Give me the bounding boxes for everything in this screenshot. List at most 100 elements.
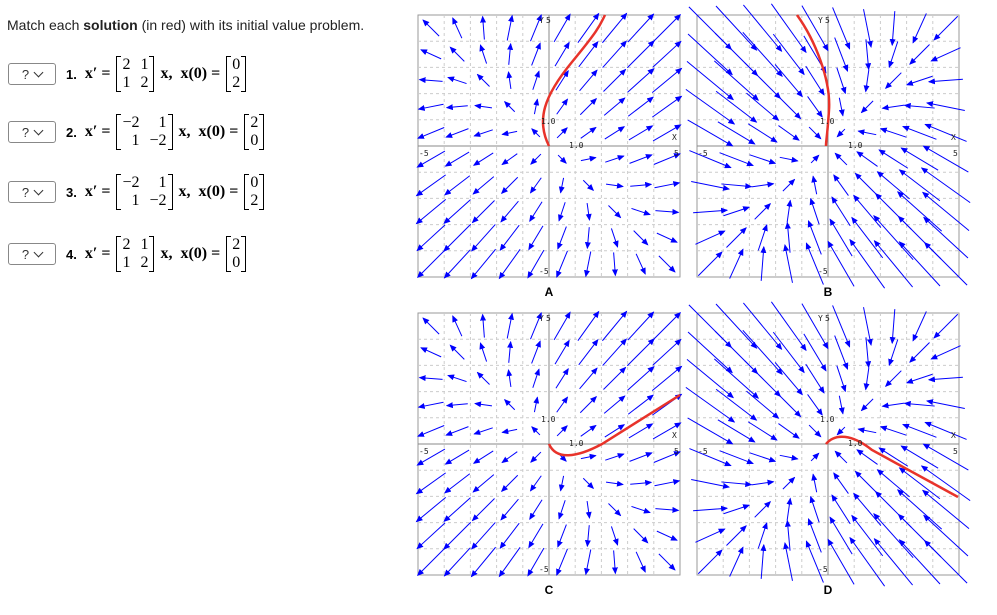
field-arrow — [608, 503, 622, 517]
field-arrow — [933, 313, 959, 339]
field-arrow — [685, 88, 736, 125]
vector-entry: 0 — [232, 56, 241, 73]
axis-label: 1.0 — [569, 141, 584, 150]
field-arrow — [807, 96, 823, 118]
solution-curve — [547, 393, 681, 457]
field-arrow — [579, 395, 598, 414]
field-arrow — [687, 33, 733, 76]
field-arrow — [556, 396, 569, 413]
field-arrow — [655, 506, 680, 513]
field-arrow — [629, 154, 653, 164]
field-arrow — [498, 547, 521, 578]
select-value: ? — [21, 66, 30, 82]
field-arrow — [585, 500, 592, 519]
field-arrow — [801, 5, 829, 52]
field-arrow — [924, 123, 967, 142]
field-arrow — [834, 335, 849, 370]
answer-select[interactable]: ? — [8, 243, 56, 265]
field-arrow — [857, 129, 877, 136]
field-arrow — [476, 73, 490, 87]
field-arrow — [686, 61, 734, 101]
field-arrow — [533, 98, 540, 115]
field-arrow — [500, 498, 519, 521]
field-arrow — [476, 371, 490, 385]
field-arrow — [693, 505, 729, 512]
field-arrow — [805, 363, 825, 394]
field-arrow — [470, 224, 496, 252]
field-arrow — [878, 149, 909, 169]
field-arrow — [416, 548, 445, 577]
field-arrow — [470, 522, 496, 550]
axis-label: Y — [818, 314, 823, 323]
field-arrow — [553, 311, 571, 341]
field-arrow — [805, 65, 825, 96]
field-arrow — [556, 127, 568, 139]
field-arrow — [851, 514, 884, 557]
vector-entry: 0 — [250, 174, 259, 191]
axis-label: 5 — [546, 16, 551, 25]
field-arrow — [633, 230, 649, 246]
field-arrow — [827, 538, 855, 585]
matrix-entry: 1 — [140, 236, 149, 253]
matrix-entry: 1 — [122, 74, 131, 91]
field-arrow — [473, 129, 493, 137]
field-arrow — [849, 536, 886, 587]
field-arrow — [717, 121, 756, 145]
field-arrow — [531, 42, 541, 66]
answer-select[interactable]: ? — [8, 181, 56, 203]
field-arrow — [506, 369, 513, 388]
field-arrow — [836, 67, 847, 95]
matrix-entry: 1 — [158, 174, 167, 191]
axis-label: -5 — [698, 447, 708, 456]
field-arrow — [605, 480, 624, 487]
field-arrow — [831, 196, 851, 227]
field-arrow — [630, 479, 653, 486]
axis-label: 1.0 — [541, 117, 556, 126]
problem-row: ? 3. x′ = −2 1 1 −2 x, x(0) = 0 2 — [8, 174, 270, 210]
field-arrow — [903, 400, 935, 407]
field-arrow — [782, 178, 796, 192]
field-arrow — [416, 522, 446, 550]
field-arrow — [689, 448, 732, 467]
field-arrow — [909, 342, 930, 363]
field-arrow — [533, 396, 540, 413]
field-arrow — [876, 171, 910, 200]
axis-label: 5 — [825, 16, 830, 25]
field-arrow — [610, 526, 619, 546]
field-arrow — [651, 365, 683, 391]
field-arrow — [582, 179, 595, 192]
field-arrow — [691, 479, 731, 489]
field-arrow — [687, 331, 733, 374]
field-arrow — [689, 150, 732, 169]
field-arrow — [782, 476, 796, 490]
field-arrow — [472, 474, 495, 493]
axis-label: X — [672, 431, 677, 440]
field-arrow — [635, 551, 646, 573]
answer-select[interactable]: ? — [8, 121, 56, 143]
field-arrow — [444, 175, 471, 196]
field-arrow — [912, 13, 927, 44]
field-arrow — [604, 424, 626, 438]
direction-field: Y 5-5-5 5X1.01.0 — [685, 301, 971, 587]
field-arrow — [838, 97, 845, 117]
answer-select[interactable]: ? — [8, 63, 56, 85]
field-arrow — [500, 474, 519, 493]
field-arrow — [580, 126, 597, 139]
field-arrow — [443, 497, 471, 523]
field-arrow — [898, 467, 941, 500]
field-arrow — [652, 338, 682, 366]
field-arrow — [585, 202, 592, 221]
equation-lhs: x′ = — [84, 245, 111, 262]
field-arrow — [898, 241, 941, 287]
field-arrow — [584, 525, 591, 548]
equation-mid: x, x(0) = — [160, 245, 221, 262]
field-arrow — [807, 220, 822, 255]
field-arrow — [603, 366, 627, 390]
field-arrow — [557, 154, 567, 164]
field-arrow — [685, 386, 736, 423]
field-arrow — [531, 128, 541, 138]
field-arrow — [633, 528, 649, 544]
field-arrow — [757, 521, 768, 549]
